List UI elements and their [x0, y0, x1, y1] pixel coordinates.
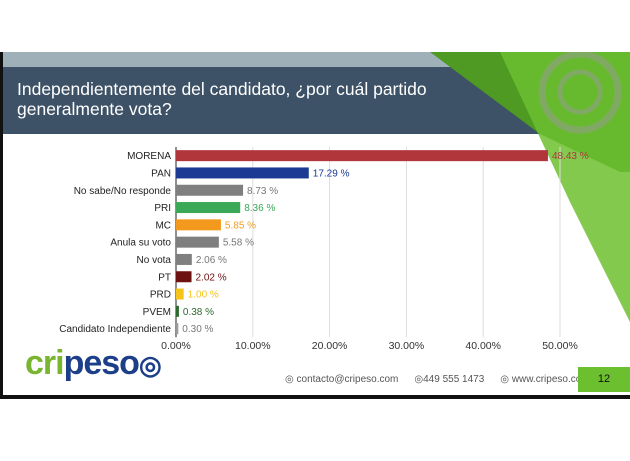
data-label: 0.30 %: [182, 324, 213, 335]
bar: [176, 305, 179, 317]
x-tick-label: 10.00%: [235, 340, 271, 352]
category-label: PRI: [154, 203, 171, 214]
globe-icon: ◎: [500, 374, 510, 385]
category-label: PT: [158, 272, 171, 283]
bar: [176, 253, 192, 265]
bar: [176, 184, 244, 196]
category-label: No vota: [137, 255, 172, 266]
x-tick-label: 0.00%: [161, 340, 191, 352]
data-label: 2.06 %: [196, 255, 227, 266]
bar: [176, 150, 548, 162]
contact-email[interactable]: ◎ contacto@cripeso.com: [285, 374, 399, 385]
category-label: No sabe/No responde: [74, 186, 172, 197]
slide-title: Independientemente del candidato, ¿por c…: [17, 79, 427, 119]
target-decoration-icon: [430, 52, 630, 322]
footer-contacts: ◎ contacto@cripeso.com ◎449 555 1473 ◎ w…: [285, 374, 590, 385]
bar: [176, 323, 179, 335]
x-tick-label: 30.00%: [389, 340, 425, 352]
contact-phone[interactable]: ◎449 555 1473: [414, 374, 485, 385]
bar: [176, 236, 219, 248]
bar: [176, 202, 241, 214]
bar: [176, 167, 309, 179]
data-label: 8.36 %: [244, 203, 275, 214]
bar-chart: 0.00% 10.00% 20.00% 30.00% 40.00% 50.00% MOREN…: [59, 147, 589, 352]
data-label: 5.85 %: [225, 220, 256, 231]
data-label: 8.73 %: [247, 186, 278, 197]
bar: [176, 271, 192, 283]
category-label: PAN: [151, 168, 171, 179]
x-tick-label: 50.00%: [542, 340, 578, 352]
category-label: Anula su voto: [110, 238, 171, 249]
page-number: 12: [578, 367, 630, 392]
category-label: Candidato Independiente: [59, 324, 171, 335]
data-label: 1.00 %: [188, 290, 219, 301]
x-tick-label: 40.00%: [465, 340, 501, 352]
data-label: 48.43 %: [552, 151, 589, 162]
category-label: MORENA: [127, 151, 171, 162]
x-tick-label: 20.00%: [312, 340, 348, 352]
data-label: 5.58 %: [223, 238, 254, 249]
cripeso-logo: cripeso◎: [25, 344, 162, 382]
category-label: PRD: [150, 290, 171, 301]
email-icon: ◎: [285, 374, 294, 385]
bar: [176, 288, 184, 300]
phone-icon: ◎: [414, 374, 424, 385]
data-label: 17.29 %: [313, 168, 350, 179]
data-label: 2.02 %: [196, 272, 227, 283]
category-label: PVEM: [143, 307, 171, 318]
bar: [176, 219, 221, 231]
slide: Independientemente del candidato, ¿por c…: [0, 52, 630, 399]
contact-web[interactable]: ◎ www.cripeso.com: [500, 374, 590, 385]
category-label: MC: [155, 220, 171, 231]
data-label: 0.38 %: [183, 307, 214, 318]
